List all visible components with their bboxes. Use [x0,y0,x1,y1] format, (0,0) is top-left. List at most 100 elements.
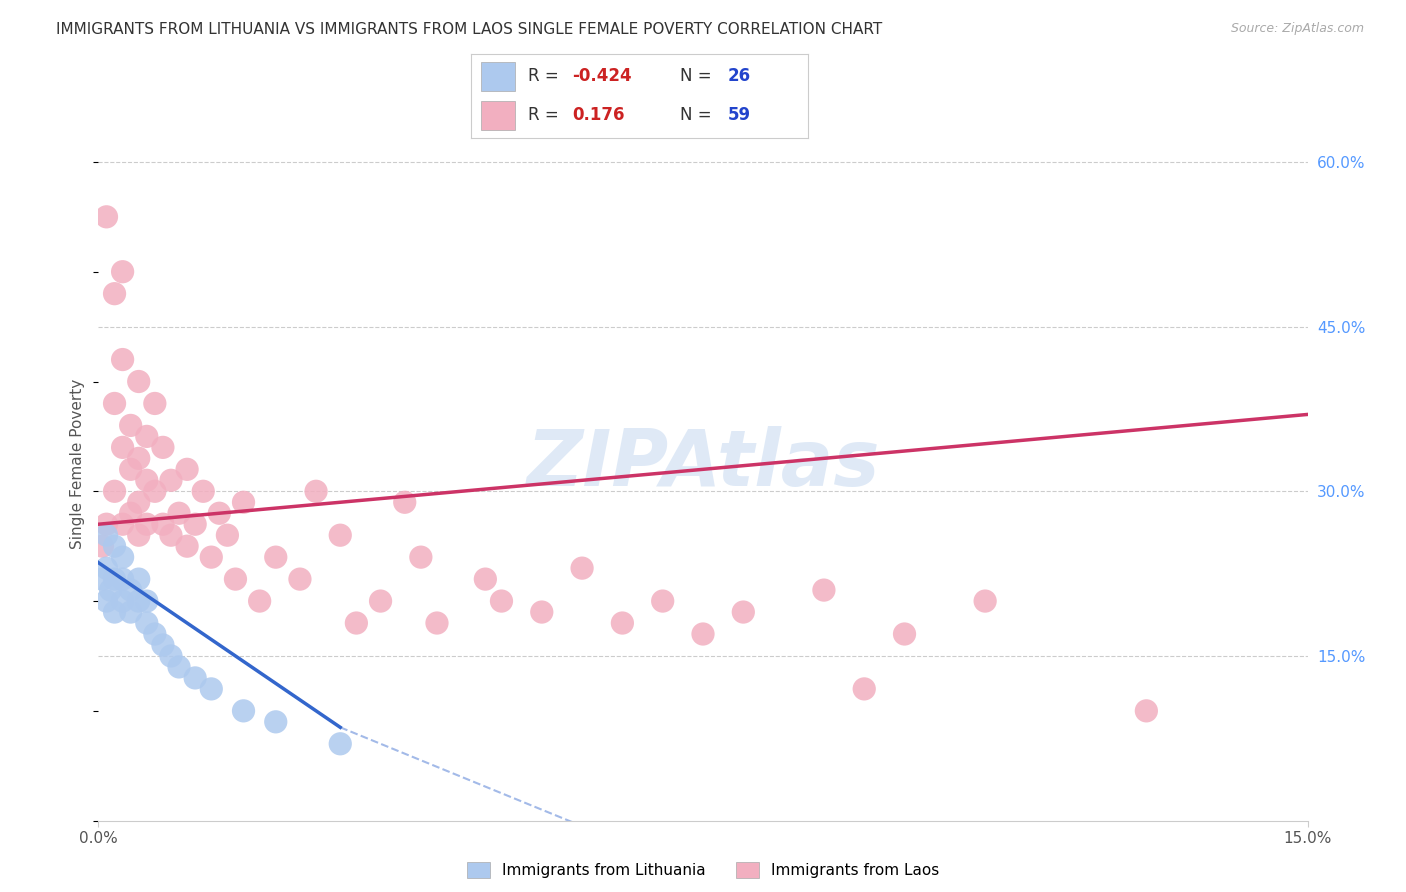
Point [96,517,118,532]
Text: 0.176: 0.176 [572,106,624,124]
Point [96,561,118,575]
Text: R =: R = [529,106,569,124]
Point [200,681,222,696]
Point [111,572,134,586]
Point [152,441,174,455]
Point [344,615,367,630]
Point [120,462,142,476]
Point [264,550,287,565]
Point [96,210,118,224]
Point [128,451,150,466]
Point [853,681,876,696]
Point [100,583,122,598]
Point [184,671,207,685]
Text: 59: 59 [727,106,751,124]
Point [143,396,166,410]
Y-axis label: Single Female Poverty: Single Female Poverty [70,379,86,549]
Point [305,484,328,499]
Point [491,594,513,608]
Text: N =: N = [681,68,717,86]
Point [103,605,125,619]
Point [232,704,254,718]
Text: -0.424: -0.424 [572,68,631,86]
Point [128,594,150,608]
Point [200,550,222,565]
Point [893,627,915,641]
Point [232,495,254,509]
Point [692,627,714,641]
Point [370,594,392,608]
Point [530,605,553,619]
Point [974,594,997,608]
Point [329,528,352,542]
Point [128,495,150,509]
Text: R =: R = [529,68,564,86]
Point [120,506,142,520]
Point [224,572,246,586]
Point [143,627,166,641]
Point [1135,704,1157,718]
Point [160,528,183,542]
Text: N =: N = [681,106,717,124]
Point [217,528,239,542]
Point [103,396,125,410]
Point [96,594,118,608]
Point [733,605,755,619]
Text: ZIPAtlas: ZIPAtlas [526,425,880,502]
Point [111,517,134,532]
Point [612,615,634,630]
Text: Source: ZipAtlas.com: Source: ZipAtlas.com [1230,22,1364,36]
Point [103,539,125,553]
Point [111,594,134,608]
Point [160,473,183,487]
Point [394,495,416,509]
Point [103,572,125,586]
Point [128,572,150,586]
Point [193,484,215,499]
Text: IMMIGRANTS FROM LITHUANIA VS IMMIGRANTS FROM LAOS SINGLE FEMALE POVERTY CORRELAT: IMMIGRANTS FROM LITHUANIA VS IMMIGRANTS … [56,22,883,37]
Point [111,352,134,367]
Point [264,714,287,729]
Point [329,737,352,751]
Point [160,648,183,663]
Point [208,506,231,520]
Bar [481,62,515,91]
Point [152,638,174,652]
Point [111,265,134,279]
Point [249,594,271,608]
Point [135,615,157,630]
Point [409,550,432,565]
Point [120,605,142,619]
Point [120,583,142,598]
Point [128,375,150,389]
Point [135,517,157,532]
Point [128,528,150,542]
Point [103,286,125,301]
Point [143,484,166,499]
Point [813,583,835,598]
Point [167,660,190,674]
Point [91,572,114,586]
Bar [481,101,515,130]
Legend: Immigrants from Lithuania, Immigrants from Laos: Immigrants from Lithuania, Immigrants fr… [461,856,945,884]
Point [103,484,125,499]
Text: 26: 26 [727,68,751,86]
Point [651,594,673,608]
Point [111,441,134,455]
Point [167,506,190,520]
Point [91,539,114,553]
Point [571,561,593,575]
Point [96,528,118,542]
Point [135,473,157,487]
Point [111,550,134,565]
Point [152,517,174,532]
Point [135,594,157,608]
Point [135,429,157,443]
Point [176,539,198,553]
Point [184,517,207,532]
Point [176,462,198,476]
Point [426,615,449,630]
Point [120,418,142,433]
Point [288,572,311,586]
Point [474,572,496,586]
